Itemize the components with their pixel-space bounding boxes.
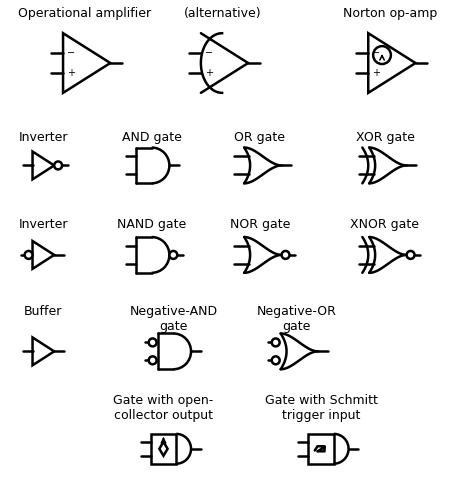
Bar: [151, 434, 176, 464]
Circle shape: [149, 356, 156, 364]
Text: −: −: [67, 48, 75, 58]
Text: +: +: [205, 68, 213, 78]
Text: Inverter: Inverter: [18, 218, 68, 231]
Text: +: +: [372, 68, 380, 78]
Text: XNOR gate: XNOR gate: [350, 218, 419, 231]
Text: −: −: [372, 48, 380, 58]
Circle shape: [54, 162, 62, 169]
Text: OR gate: OR gate: [235, 131, 285, 144]
Text: (alternative): (alternative): [184, 7, 261, 20]
Text: Norton op-amp: Norton op-amp: [343, 7, 437, 20]
Circle shape: [407, 251, 415, 259]
Text: Gate with Schmitt
trigger input: Gate with Schmitt trigger input: [264, 394, 377, 422]
Text: −: −: [205, 48, 213, 58]
Text: AND gate: AND gate: [122, 131, 182, 144]
Circle shape: [169, 251, 177, 259]
Circle shape: [272, 356, 280, 364]
Text: Operational amplifier: Operational amplifier: [18, 7, 151, 20]
Text: Gate with open-
collector output: Gate with open- collector output: [113, 394, 214, 422]
Circle shape: [282, 251, 290, 259]
Text: Inverter: Inverter: [18, 131, 68, 144]
Text: Negative-OR
gate: Negative-OR gate: [256, 304, 337, 333]
Circle shape: [272, 338, 280, 347]
Bar: [308, 434, 334, 464]
Text: +: +: [67, 68, 75, 78]
Circle shape: [25, 251, 33, 259]
Circle shape: [149, 338, 156, 347]
Text: Negative-AND
gate: Negative-AND gate: [129, 304, 218, 333]
Text: XOR gate: XOR gate: [356, 131, 414, 144]
Text: Buffer: Buffer: [24, 304, 63, 318]
Text: NAND gate: NAND gate: [117, 218, 186, 231]
Text: NOR gate: NOR gate: [230, 218, 290, 231]
